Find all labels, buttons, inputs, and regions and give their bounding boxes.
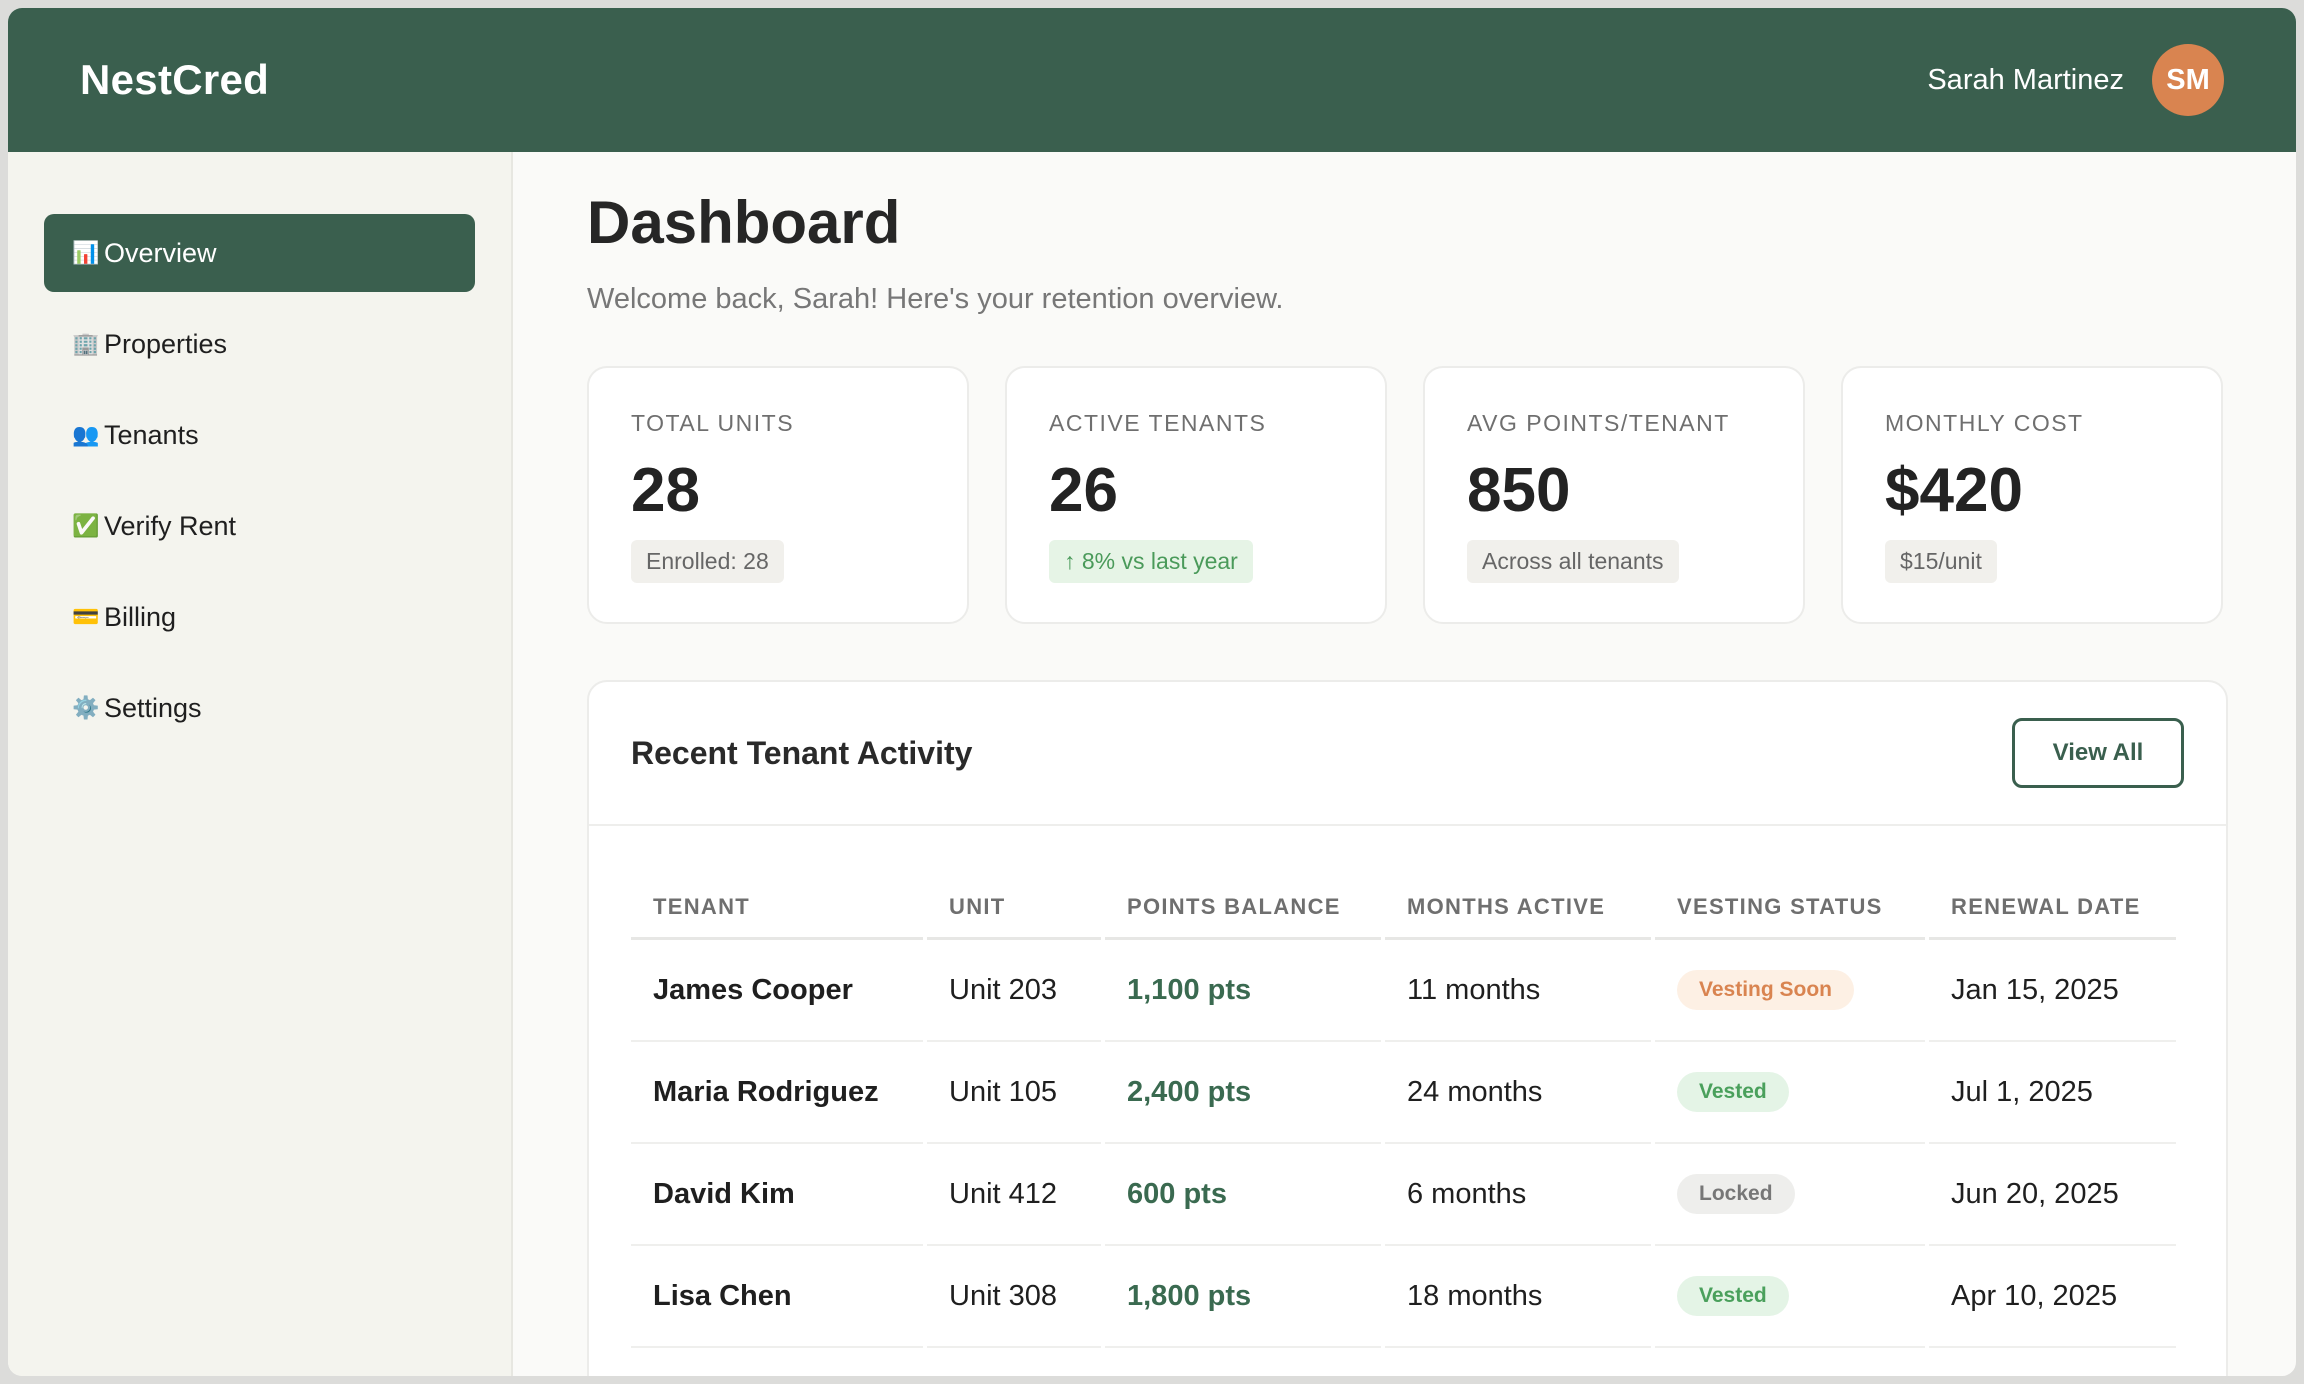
- stat-label: ACTIVE TENANTS: [1049, 410, 1267, 436]
- points-balance: 600 pts: [1105, 1144, 1381, 1246]
- months-active: 6 months: [1385, 1144, 1651, 1246]
- activity-header: Recent Tenant Activity View All: [589, 682, 2226, 826]
- column-header-unit[interactable]: UNIT: [927, 876, 1101, 940]
- renewal-date: Jul 1, 2025: [1929, 1042, 2176, 1144]
- sidebar-item-label: Properties: [104, 328, 228, 359]
- vesting-status-cell: Vested: [1655, 1246, 1925, 1348]
- tenant-unit: Unit 308: [927, 1246, 1101, 1348]
- sidebar-item-settings[interactable]: ⚙️ Settings: [44, 669, 475, 747]
- renewal-date: Apr 10, 2025: [1929, 1246, 2176, 1348]
- status-badge: Vested: [1677, 1276, 1789, 1316]
- stat-card-total-units: TOTAL UNITS 28 Enrolled: 28: [587, 366, 969, 624]
- sidebar: 📊 Overview 🏢 Properties 👥 Tenants ✅ Veri…: [8, 152, 513, 1376]
- user-menu[interactable]: Sarah Martinez SM: [1927, 44, 2224, 116]
- app-logo[interactable]: NestCred: [80, 56, 270, 103]
- sidebar-item-label: Billing: [104, 601, 177, 632]
- main-content: Dashboard Welcome back, Sarah! Here's yo…: [515, 152, 2296, 1376]
- user-name[interactable]: Sarah Martinez: [1927, 63, 2124, 96]
- view-all-button[interactable]: View All: [2012, 718, 2184, 788]
- people-icon: 👥: [72, 422, 100, 447]
- renewal-date: Jan 15, 2025: [1929, 940, 2176, 1042]
- table-header-row: TENANT UNIT POINTS BALANCE MONTHS ACTIVE…: [631, 876, 2176, 940]
- sidebar-item-tenants[interactable]: 👥 Tenants: [44, 396, 475, 474]
- column-header-tenant[interactable]: TENANT: [631, 876, 923, 940]
- status-badge: Vested: [1677, 1072, 1789, 1112]
- sidebar-item-verify-rent[interactable]: ✅ Verify Rent: [44, 487, 475, 565]
- points-balance: 1,100 pts: [1105, 940, 1381, 1042]
- tenant-unit: Unit 105: [927, 1042, 1101, 1144]
- app-window: NestCred Sarah Martinez SM 📊 Overview 🏢 …: [8, 8, 2296, 1376]
- activity-title: Recent Tenant Activity: [631, 734, 973, 771]
- tenant-unit: Unit 412: [927, 1144, 1101, 1246]
- points-balance: 2,400 pts: [1105, 1042, 1381, 1144]
- stat-value: 28: [631, 456, 700, 525]
- column-header-points[interactable]: POINTS BALANCE: [1105, 876, 1381, 940]
- sidebar-item-properties[interactable]: 🏢 Properties: [44, 305, 475, 383]
- status-badge: Locked: [1677, 1174, 1795, 1214]
- sidebar-item-billing[interactable]: 💳 Billing: [44, 578, 475, 656]
- page-title: Dashboard: [587, 189, 901, 256]
- avatar[interactable]: SM: [2152, 44, 2224, 116]
- sidebar-item-label: Overview: [104, 237, 217, 268]
- sidebar-item-overview[interactable]: 📊 Overview: [44, 214, 475, 292]
- tenant-activity-table: TENANT UNIT POINTS BALANCE MONTHS ACTIVE…: [627, 876, 2180, 1348]
- top-bar: NestCred Sarah Martinez SM: [8, 8, 2296, 152]
- stats-row: TOTAL UNITS 28 Enrolled: 28 ACTIVE TENAN…: [587, 366, 2224, 624]
- bar-chart-icon: 📊: [72, 240, 100, 265]
- vesting-status-cell: Vesting Soon: [1655, 940, 1925, 1042]
- sidebar-item-label: Settings: [104, 692, 202, 723]
- sidebar-item-label: Tenants: [104, 419, 199, 450]
- vesting-status-cell: Locked: [1655, 1144, 1925, 1246]
- building-icon: 🏢: [72, 331, 100, 356]
- tenant-name: David Kim: [631, 1144, 923, 1246]
- months-active: 11 months: [1385, 940, 1651, 1042]
- table-row[interactable]: Maria Rodriguez Unit 105 2,400 pts 24 mo…: [631, 1042, 2176, 1144]
- activity-table-wrap: TENANT UNIT POINTS BALANCE MONTHS ACTIVE…: [589, 826, 2226, 1348]
- tenant-name: James Cooper: [631, 940, 923, 1042]
- credit-card-icon: 💳: [72, 604, 100, 629]
- gear-icon: ⚙️: [72, 695, 100, 720]
- stat-chip: ↑ 8% vs last year: [1049, 540, 1253, 583]
- column-header-renewal[interactable]: RENEWAL DATE: [1929, 876, 2176, 940]
- months-active: 18 months: [1385, 1246, 1651, 1348]
- recent-activity-card: Recent Tenant Activity View All TENANT U…: [587, 680, 2228, 1376]
- stat-card-avg-points: AVG POINTS/TENANT 850 Across all tenants: [1423, 366, 1805, 624]
- renewal-date: Jun 20, 2025: [1929, 1144, 2176, 1246]
- status-badge: Vesting Soon: [1677, 970, 1855, 1010]
- months-active: 24 months: [1385, 1042, 1651, 1144]
- stat-chip: $15/unit: [1885, 540, 1997, 583]
- table-row[interactable]: David Kim Unit 412 600 pts 6 months Lock…: [631, 1144, 2176, 1246]
- vesting-status-cell: Vested: [1655, 1042, 1925, 1144]
- stat-card-active-tenants: ACTIVE TENANTS 26 ↑ 8% vs last year: [1005, 366, 1387, 624]
- stat-label: TOTAL UNITS: [631, 410, 795, 436]
- check-icon: ✅: [72, 513, 100, 538]
- stat-value: 850: [1467, 456, 1571, 525]
- table-row[interactable]: James Cooper Unit 203 1,100 pts 11 month…: [631, 940, 2176, 1042]
- stat-value: 26: [1049, 456, 1118, 525]
- table-row[interactable]: Lisa Chen Unit 308 1,800 pts 18 months V…: [631, 1246, 2176, 1348]
- column-header-months[interactable]: MONTHS ACTIVE: [1385, 876, 1651, 940]
- sidebar-item-label: Verify Rent: [104, 510, 237, 541]
- column-header-vesting[interactable]: VESTING STATUS: [1655, 876, 1925, 940]
- stat-chip: Enrolled: 28: [631, 540, 784, 583]
- stat-value: $420: [1885, 456, 2023, 525]
- page-subtitle: Welcome back, Sarah! Here's your retenti…: [587, 283, 1284, 315]
- stat-chip: Across all tenants: [1467, 540, 1679, 583]
- stat-label: MONTHLY COST: [1885, 410, 2084, 436]
- tenant-name: Maria Rodriguez: [631, 1042, 923, 1144]
- stat-label: AVG POINTS/TENANT: [1467, 410, 1730, 436]
- points-balance: 1,800 pts: [1105, 1246, 1381, 1348]
- tenant-name: Lisa Chen: [631, 1246, 923, 1348]
- stat-card-monthly-cost: MONTHLY COST $420 $15/unit: [1841, 366, 2223, 624]
- tenant-unit: Unit 203: [927, 940, 1101, 1042]
